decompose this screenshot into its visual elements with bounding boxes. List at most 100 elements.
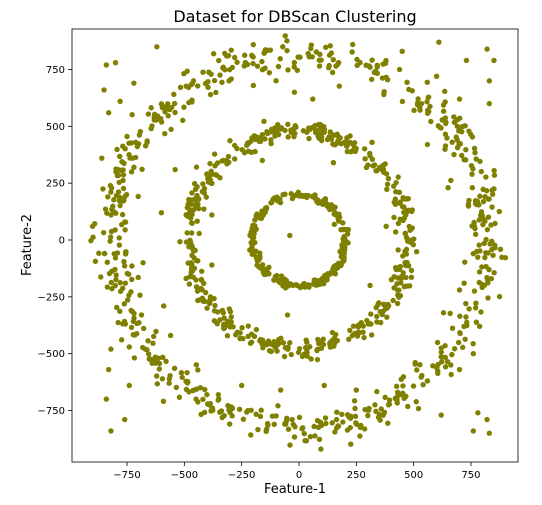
data-point — [215, 309, 221, 315]
data-point — [331, 204, 337, 211]
data-point — [442, 354, 448, 361]
data-point — [340, 220, 346, 226]
data-point — [439, 359, 445, 365]
data-point — [400, 383, 406, 389]
data-point — [366, 405, 372, 412]
data-point — [250, 82, 257, 89]
data-point — [451, 151, 457, 158]
data-point — [486, 196, 492, 202]
data-point — [502, 254, 509, 261]
data-point — [476, 279, 482, 286]
data-point — [223, 53, 230, 59]
data-point — [221, 325, 227, 332]
data-point — [397, 292, 404, 299]
data-point — [136, 320, 142, 326]
data-point — [413, 398, 419, 405]
data-point — [271, 339, 277, 345]
data-point — [245, 333, 251, 340]
data-point — [479, 264, 485, 270]
data-point — [261, 50, 267, 56]
data-point — [250, 60, 256, 67]
data-point — [188, 230, 195, 236]
data-point — [317, 121, 323, 128]
data-point — [225, 153, 232, 160]
data-point — [321, 199, 327, 205]
data-point — [374, 64, 380, 70]
data-point — [425, 107, 431, 114]
noise-point — [305, 50, 311, 57]
data-point — [399, 203, 406, 210]
data-point — [488, 275, 495, 282]
data-point — [245, 323, 251, 329]
data-point — [466, 197, 472, 204]
data-point — [463, 314, 469, 320]
data-point — [207, 91, 214, 98]
data-point — [491, 269, 497, 276]
data-point — [386, 401, 393, 407]
data-point — [374, 313, 380, 320]
x-tick-label: 750 — [461, 470, 480, 481]
data-point — [462, 336, 468, 342]
noise-point — [131, 80, 137, 86]
data-point — [221, 412, 227, 419]
data-point — [273, 78, 279, 84]
data-point — [150, 340, 156, 346]
data-point — [159, 376, 166, 382]
data-point — [317, 51, 323, 58]
data-point — [318, 446, 324, 452]
data-point — [206, 69, 212, 75]
noise-point — [433, 73, 440, 80]
data-point — [378, 406, 384, 412]
noise-point — [399, 48, 405, 55]
data-point — [334, 131, 340, 137]
data-point — [473, 319, 480, 325]
data-point — [314, 282, 320, 288]
data-point — [385, 175, 392, 182]
data-point — [492, 220, 498, 227]
data-point — [284, 47, 290, 54]
data-point — [442, 88, 448, 95]
data-point — [463, 300, 469, 307]
data-point — [331, 221, 338, 228]
data-point — [327, 43, 333, 49]
data-point — [187, 237, 193, 243]
data-point — [447, 310, 453, 317]
data-point — [463, 147, 469, 153]
data-point — [185, 84, 192, 91]
data-point — [122, 193, 128, 200]
data-point — [287, 281, 293, 287]
data-point — [271, 421, 277, 428]
noise-point — [284, 312, 291, 318]
data-point — [278, 335, 284, 342]
data-point — [350, 323, 357, 329]
data-point — [299, 426, 305, 432]
data-point — [113, 210, 119, 216]
data-point — [420, 381, 426, 388]
data-point — [469, 171, 475, 177]
noise-point — [89, 223, 96, 230]
data-point — [194, 218, 200, 224]
data-point — [309, 193, 316, 200]
noise-point — [238, 382, 245, 389]
data-point — [98, 274, 104, 280]
data-point — [314, 198, 320, 205]
data-point — [336, 211, 342, 217]
noise-point — [456, 366, 463, 373]
data-point — [490, 252, 496, 259]
data-point — [318, 345, 325, 352]
data-point — [472, 231, 479, 238]
data-point — [442, 364, 449, 370]
y-tick-label: 500 — [46, 122, 65, 133]
data-point — [410, 383, 417, 389]
data-point — [118, 337, 125, 343]
data-point — [482, 218, 488, 224]
data-point — [117, 202, 123, 209]
data-point — [313, 130, 319, 136]
data-point — [259, 67, 266, 73]
data-point — [284, 415, 290, 422]
data-point — [317, 130, 324, 137]
data-point — [257, 254, 263, 261]
data-point — [391, 199, 397, 205]
data-point — [380, 412, 386, 418]
